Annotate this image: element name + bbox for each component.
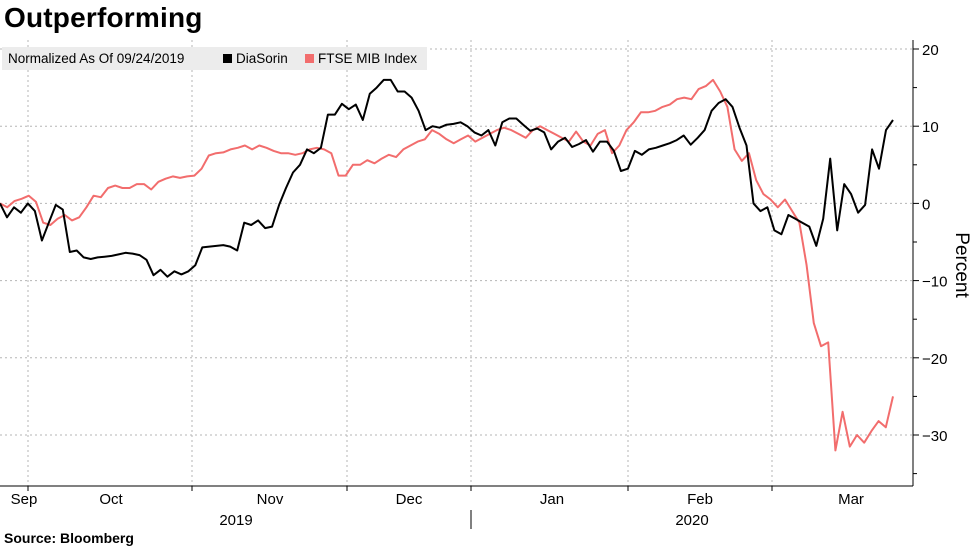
y-axis-ticks: 20 10 0 −10 −20 −30 xyxy=(913,42,947,475)
chart-title: Outperforming xyxy=(4,2,203,33)
y-tick-label: −10 xyxy=(922,274,947,291)
legend-swatch-ftse xyxy=(305,54,314,63)
legend-label-diasorin: DiaSorin xyxy=(236,51,288,66)
y-tick-label: −20 xyxy=(922,351,947,368)
series-line-diasorin xyxy=(0,78,894,278)
plot-background xyxy=(0,40,913,486)
series-lines xyxy=(0,78,894,452)
legend-label-ftse: FTSE MIB Index xyxy=(318,51,417,66)
y-tick-label: −30 xyxy=(922,428,947,445)
x-month-label: Mar xyxy=(838,491,864,508)
x-month-label: Jan xyxy=(540,491,564,508)
x-month-label: Dec xyxy=(396,491,423,508)
y-tick-label: 0 xyxy=(922,196,930,213)
gridlines xyxy=(0,40,913,486)
x-axis-ticks: Sep Oct Nov Dec Jan Feb Mar 2019 2020 xyxy=(11,486,864,529)
source-note: Source: Bloomberg xyxy=(4,530,134,546)
x-month-label: Nov xyxy=(257,491,284,508)
series-line-ftse-mib xyxy=(0,78,894,452)
x-year-label: 2019 xyxy=(219,512,252,529)
y-tick-label: 10 xyxy=(922,119,939,136)
x-month-label: Oct xyxy=(99,491,123,508)
legend-normalized-label: Normalized As Of 09/24/2019 xyxy=(8,51,184,66)
x-month-label: Sep xyxy=(11,491,38,508)
legend-box xyxy=(2,47,427,70)
axes xyxy=(0,40,914,487)
legend: Normalized As Of 09/24/2019 DiaSorin FTS… xyxy=(2,47,427,70)
legend-swatch-diasorin xyxy=(223,54,232,63)
x-month-label: Feb xyxy=(687,491,713,508)
y-axis-label: Percent xyxy=(951,232,972,298)
x-year-label: 2020 xyxy=(675,512,708,529)
y-tick-label: 20 xyxy=(922,42,939,59)
